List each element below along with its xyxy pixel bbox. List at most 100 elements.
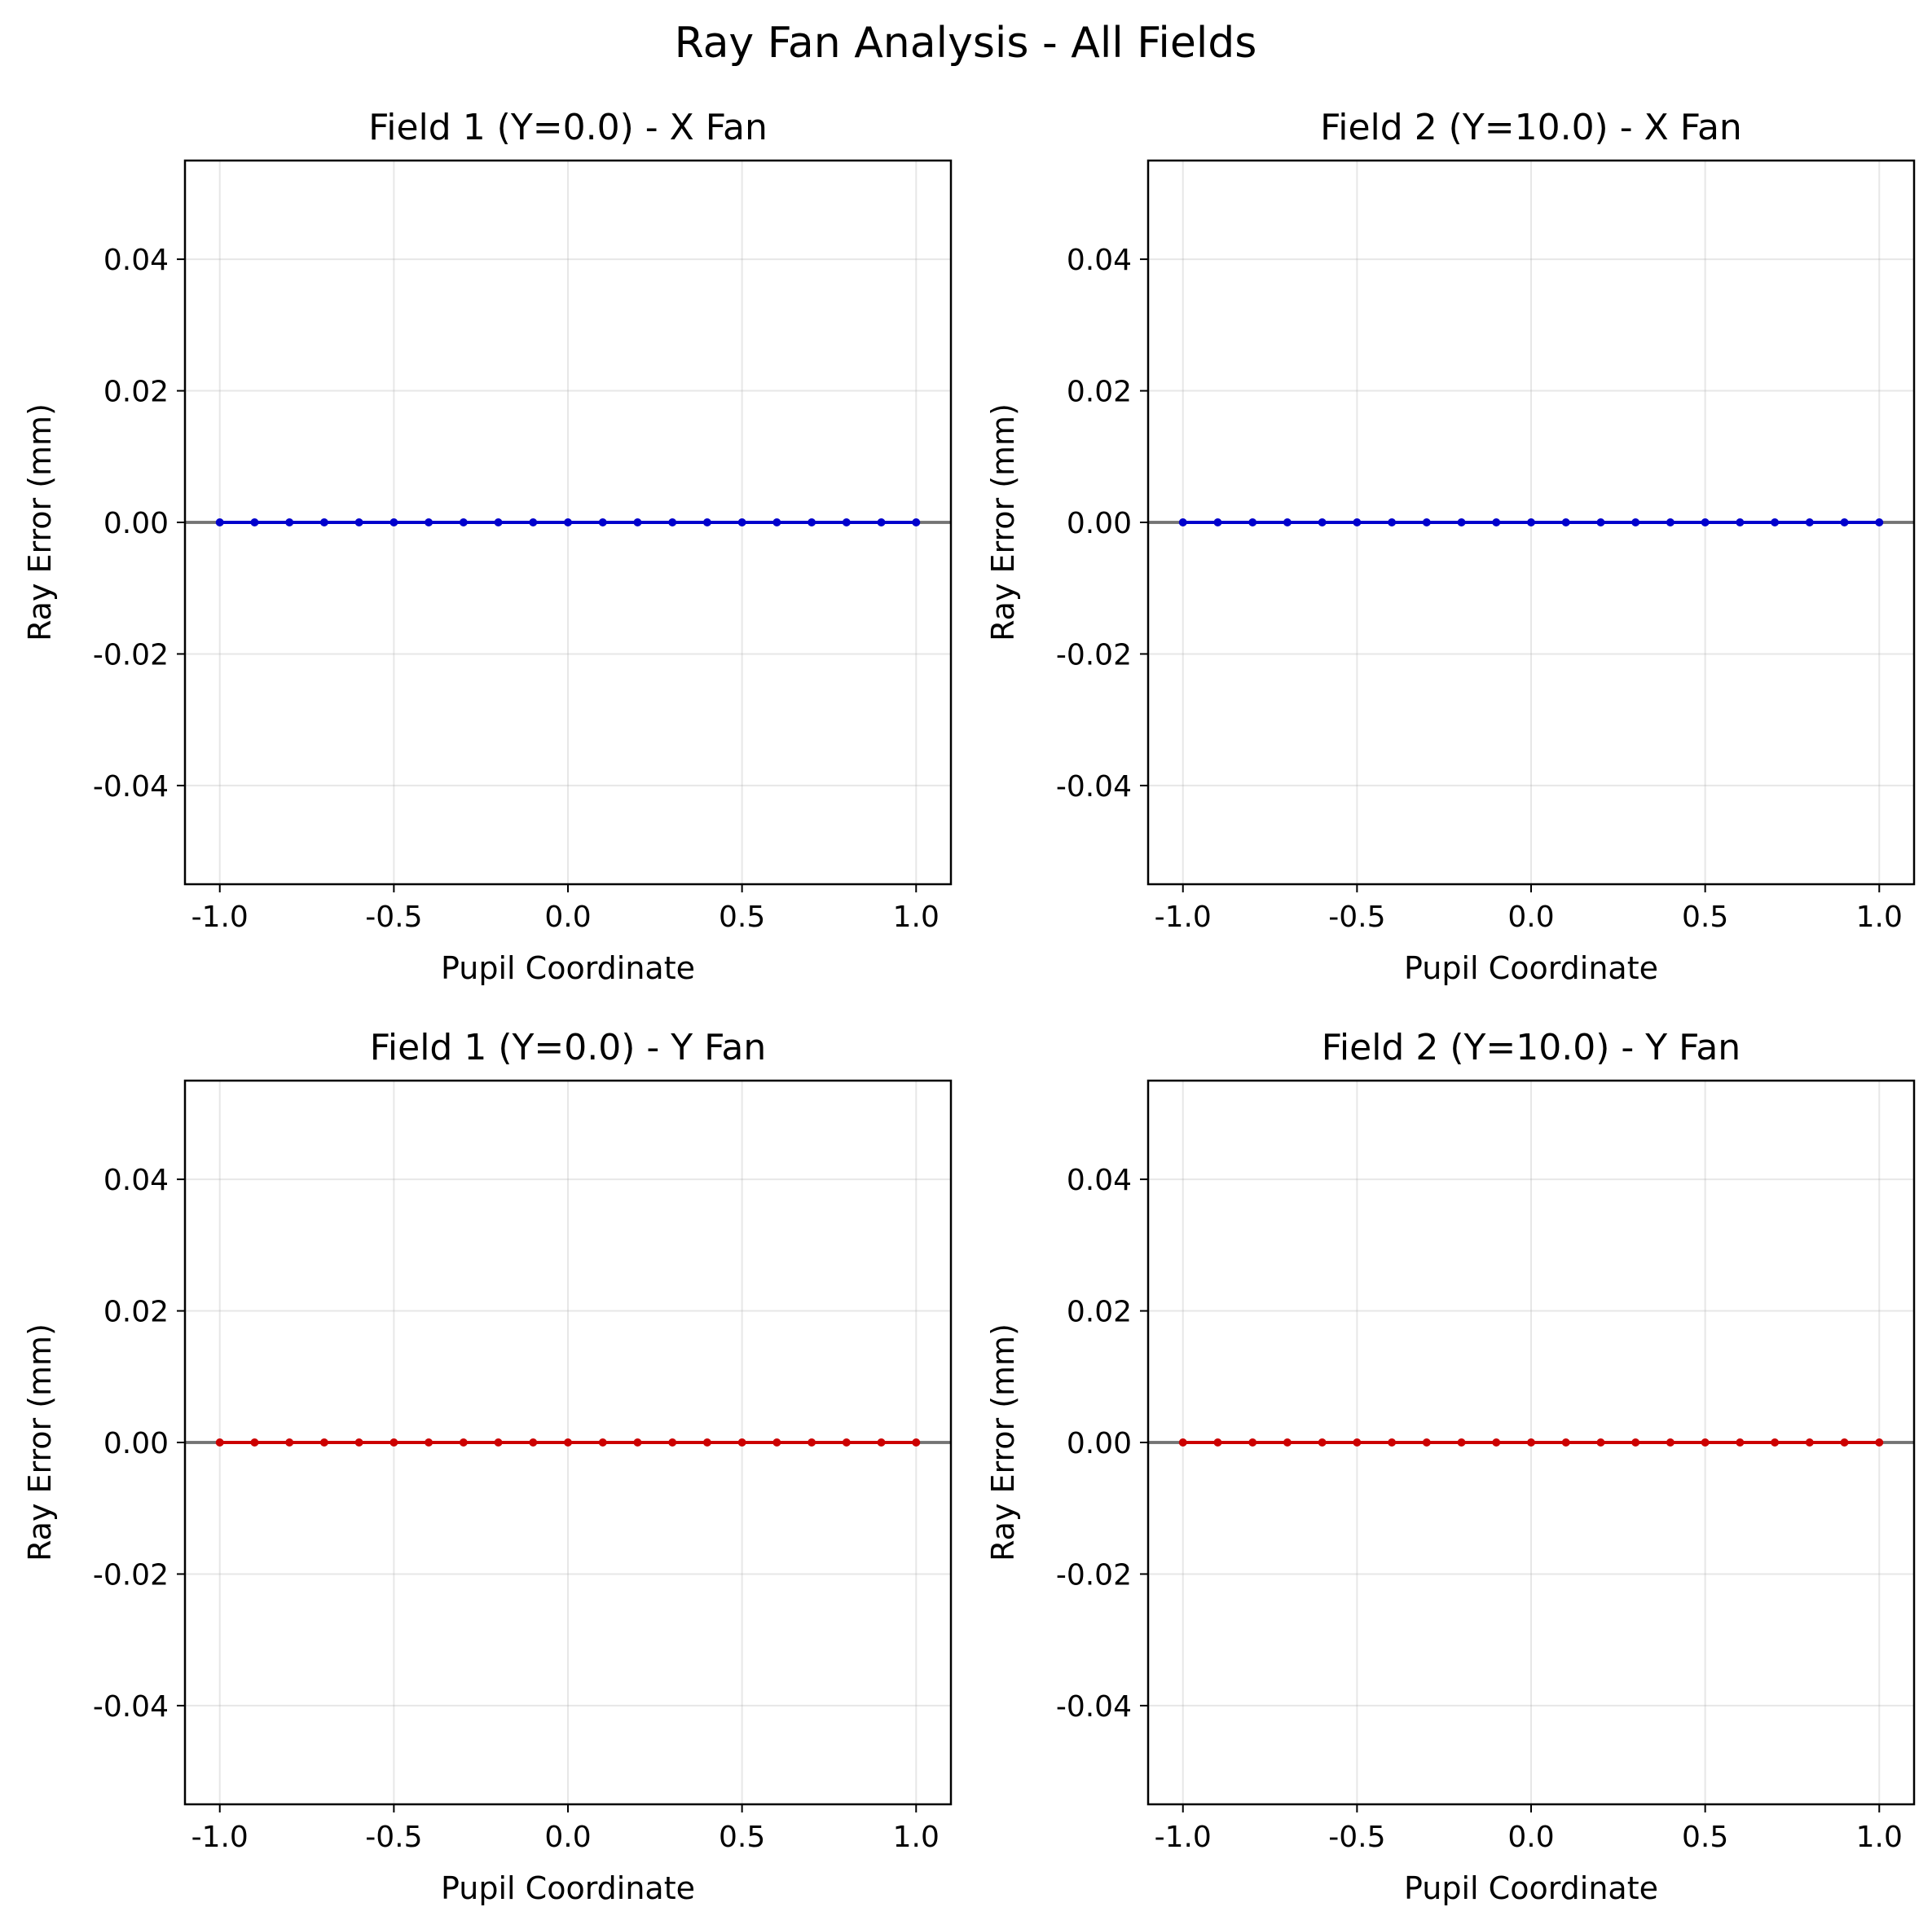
data-point [1666, 518, 1675, 526]
data-point [494, 518, 503, 526]
y-tick-label: 0.00 [1067, 507, 1132, 540]
data-point [1736, 1438, 1745, 1447]
data-point [564, 1438, 572, 1447]
data-point [1771, 518, 1780, 526]
data-point [737, 518, 746, 526]
subplot-grid: -1.0 -0.5 0.0 0.5 1.0 -0.04 -0.02 0.00 0.02 0.04 F… [22, 107, 1916, 1906]
data-point [877, 1438, 886, 1447]
data-point [1527, 1438, 1535, 1447]
data-point [1283, 518, 1292, 526]
data-point [425, 1438, 433, 1447]
data-point [459, 1438, 468, 1447]
x-tick-label: -0.5 [365, 901, 422, 934]
data-point [1248, 518, 1257, 526]
data-point [1561, 1438, 1570, 1447]
x-tick-label: 0.0 [544, 1821, 591, 1854]
x-tick-label: 0.0 [1507, 1821, 1554, 1854]
data-point [1422, 1438, 1431, 1447]
data-point [1805, 1438, 1814, 1447]
subplot-2: -1.0 -0.5 0.0 0.5 1.0 -0.04 -0.02 0.00 0.02 0.04 F… [985, 107, 1916, 986]
data-point [354, 518, 363, 526]
data-point [633, 518, 642, 526]
data-point [1318, 1438, 1327, 1447]
data-point [702, 1438, 711, 1447]
data-point [1596, 518, 1605, 526]
data-point [1457, 518, 1466, 526]
x-tick-label: 0.5 [719, 1821, 765, 1854]
x-axis-label: Pupil Coordinate [441, 1870, 695, 1906]
subplot-title: Field 2 (Y=10.0) - Y Fan [1322, 1027, 1741, 1068]
data-point [1701, 1438, 1710, 1447]
data-point [842, 1438, 851, 1447]
x-tick-label: -0.5 [1328, 1821, 1385, 1854]
subplot-title: Field 2 (Y=10.0) - X Fan [1320, 107, 1742, 148]
subplot-4: -1.0 -0.5 0.0 0.5 1.0 -0.04 -0.02 0.00 0.02 0.04 F… [985, 1027, 1916, 1906]
data-point [1283, 1438, 1292, 1447]
x-tick-label: 0.5 [1682, 1821, 1728, 1854]
data-point [1492, 518, 1501, 526]
data-point [1840, 1438, 1849, 1447]
x-tick-label: 1.0 [893, 1821, 940, 1854]
y-axis-label: Ray Error (mm) [985, 403, 1021, 641]
y-tick-label: -0.04 [93, 770, 169, 804]
x-tick-label: 0.5 [719, 901, 765, 934]
data-point [808, 1438, 816, 1447]
data-point [877, 518, 886, 526]
y-tick-label: 0.02 [1067, 376, 1132, 409]
y-tick-label: 0.02 [103, 1296, 169, 1329]
data-point [1457, 1438, 1466, 1447]
data-point [912, 518, 921, 526]
data-point [250, 518, 259, 526]
x-tick-label: -1.0 [1155, 1821, 1212, 1854]
data-point [494, 1438, 503, 1447]
y-tick-label: -0.02 [93, 1558, 169, 1592]
data-point [1318, 518, 1327, 526]
data-point [598, 1438, 607, 1447]
y-tick-label: 0.02 [1067, 1296, 1132, 1329]
data-point [1178, 518, 1187, 526]
data-point [1875, 518, 1884, 526]
x-axis-label: Pupil Coordinate [441, 950, 695, 986]
y-axis-label: Ray Error (mm) [985, 1323, 1021, 1561]
x-tick-label: -1.0 [1155, 901, 1212, 934]
x-tick-label: 1.0 [1856, 1821, 1903, 1854]
y-tick-label: 0.04 [1067, 244, 1132, 277]
data-point [772, 1438, 781, 1447]
data-point [285, 1438, 294, 1447]
data-point [529, 1438, 538, 1447]
data-point [1736, 518, 1745, 526]
data-point [1527, 518, 1535, 526]
data-point [354, 1438, 363, 1447]
data-point [1701, 518, 1710, 526]
data-point [808, 518, 816, 526]
data-point [529, 518, 538, 526]
x-tick-label: 0.0 [1507, 901, 1554, 934]
data-point [912, 1438, 921, 1447]
x-tick-label: -1.0 [191, 1821, 249, 1854]
data-point [702, 518, 711, 526]
data-point [668, 1438, 677, 1447]
data-point [1353, 1438, 1362, 1447]
data-point [1631, 518, 1640, 526]
data-point [250, 1438, 259, 1447]
x-tick-label: 1.0 [1856, 901, 1903, 934]
x-tick-label: -0.5 [1328, 901, 1385, 934]
data-point [1805, 518, 1814, 526]
y-tick-label: 0.04 [103, 244, 169, 277]
data-point [1596, 1438, 1605, 1447]
y-tick-label: -0.04 [1056, 770, 1132, 804]
figure-title: Ray Fan Analysis - All Fields [675, 19, 1257, 68]
y-tick-label: 0.02 [103, 376, 169, 409]
data-point [285, 518, 294, 526]
data-point [389, 518, 398, 526]
data-point [1840, 518, 1849, 526]
subplot-3: -1.0 -0.5 0.0 0.5 1.0 -0.04 -0.02 0.00 0.02 0.04 F… [22, 1027, 953, 1906]
data-point [215, 1438, 224, 1447]
y-tick-label: -0.02 [1056, 1558, 1132, 1592]
data-point [459, 518, 468, 526]
y-tick-label: 0.04 [103, 1164, 169, 1197]
data-point [389, 1438, 398, 1447]
data-point [1492, 1438, 1501, 1447]
